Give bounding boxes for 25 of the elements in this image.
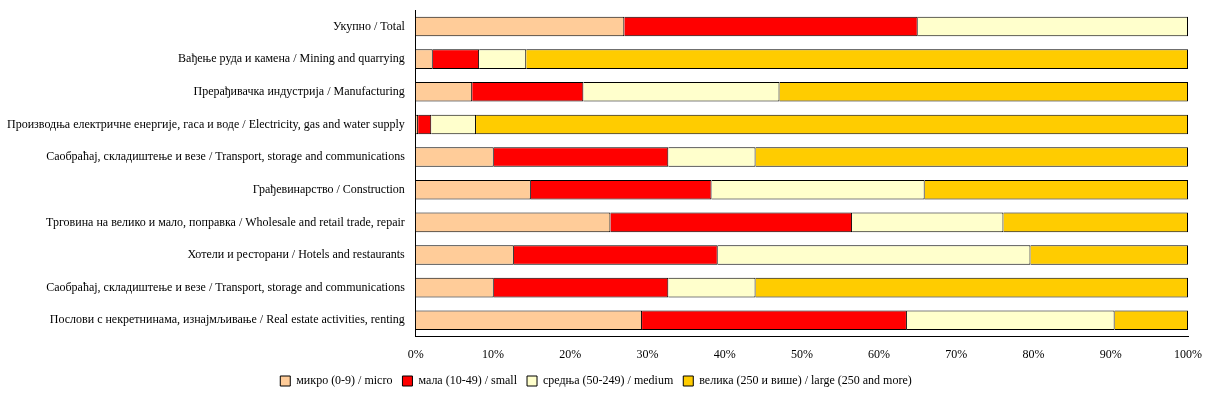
y-tick-label: Послови с некретнинама, изнајмљивање / Real estate activities, renting [49,312,405,327]
x-tick-label: 60% [868,346,891,361]
x-tick-label: 40% [713,346,736,361]
legend-label: мала (10-49) / small [418,373,518,388]
x-tick-label: 100% [1174,346,1202,361]
x-tick-label: 20% [559,346,582,361]
y-tick-label: Хотели и ресторани / Hotels and restaurants [187,247,406,262]
y-tick-label: Укупно / Total [333,18,406,33]
y-tick-label: Грађевинарство / Construction [252,181,405,196]
y-tick-label: Саобраћај, складиштење и везе / Transport, storage and communications [46,279,406,294]
x-tick-label: 10% [482,346,505,361]
y-tick-label: Саобраћај, складиштење и везе / Transport, storage and communications [46,149,406,164]
y-tick-label: Прерађивачка индустрија / Manufacturing [193,83,405,98]
x-tick-label: 70% [945,346,968,361]
x-tick-label: 30% [636,346,659,361]
x-tick-label: 90% [1099,346,1122,361]
y-tick-label: Производња електричне енергије, гаса и воде / Electricity, gas and water supply [6,116,405,131]
x-tick-label: 0% [407,346,424,361]
y-tick-label: Вађење руда и камена / Mining and quarrying [178,51,405,66]
x-tick-label: 80% [1022,346,1045,361]
x-tick-label: 50% [790,346,813,361]
legend-label: велика (250 и више) / large (250 and more) [699,373,912,388]
y-tick-label: Трговина на велико и мало, поправка / Wholesale and retail trade, repair [46,214,405,229]
legend-label: микро (0-9) / micro [296,373,393,388]
legend-label: средња (50-249) / medium [543,373,674,388]
